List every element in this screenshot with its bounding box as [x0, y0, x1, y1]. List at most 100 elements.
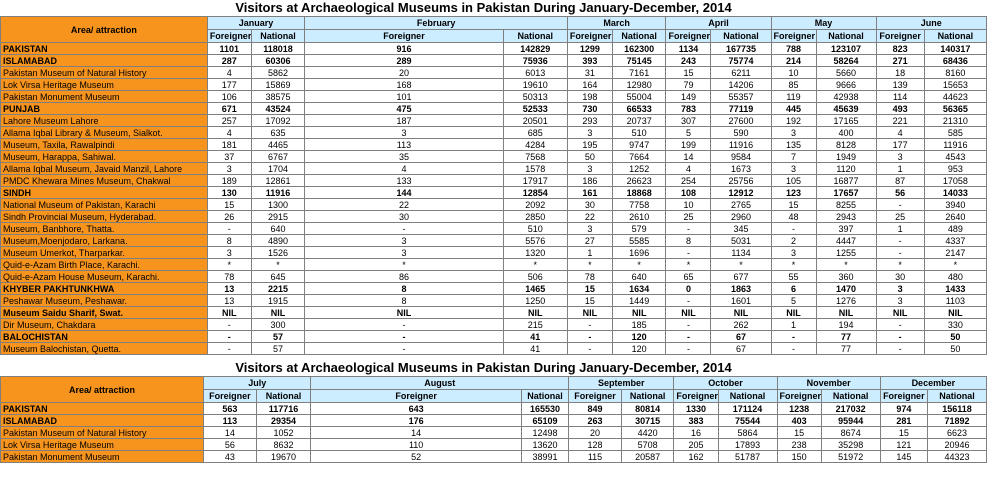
- national-value-cell: 1433: [923, 282, 987, 295]
- foreigner-value-cell: 1101: [206, 42, 252, 55]
- national-value-cell: 27600: [710, 114, 772, 127]
- national-value-cell: 1673: [710, 162, 772, 175]
- foreigner-value-cell: 4: [206, 66, 252, 79]
- foreigner-value-cell: -: [665, 330, 712, 343]
- table-row: Museum, Taxila, Rawalpindi 181 4465 113 4284…: [0, 138, 987, 151]
- foreigner-value-cell: -: [304, 342, 504, 355]
- foreigner-value-cell: 133: [304, 174, 504, 187]
- foreigner-value-cell: 25: [665, 210, 712, 223]
- national-value-cell: NIL: [611, 306, 667, 319]
- month-header: May: [770, 16, 877, 30]
- national-value-cell: 20737: [611, 114, 667, 127]
- national-value-cell: *: [502, 258, 568, 271]
- month-header: November: [776, 376, 881, 390]
- national-value-cell: 1255: [815, 246, 877, 259]
- national-value-cell: 2943: [815, 210, 877, 223]
- foreigner-value-cell: 8: [304, 294, 504, 307]
- foreigner-value-cell: 13: [206, 294, 252, 307]
- foreigner-value-cell: 110: [310, 438, 522, 451]
- foreigner-value-cell: 52: [310, 450, 522, 463]
- national-value-cell: 585: [923, 126, 987, 139]
- foreigner-value-cell: 113: [203, 414, 257, 427]
- foreigner-value-cell: 78: [566, 270, 613, 283]
- area-name-cell: Quid-e-Azam Birth Place, Karachi.: [0, 258, 208, 271]
- foreigner-value-cell: 27: [566, 234, 613, 247]
- national-value-cell: 640: [250, 222, 306, 235]
- foreigner-value-cell: 115: [568, 450, 622, 463]
- foreigner-value-cell: *: [304, 258, 504, 271]
- national-value-cell: 7568: [502, 150, 568, 163]
- national-value-cell: 2765: [710, 198, 772, 211]
- foreigner-value-cell: NIL: [304, 306, 504, 319]
- foreigner-value-cell: *: [770, 258, 817, 271]
- foreigner-value-cell: 106: [206, 90, 252, 103]
- foreigner-header: Foreigner: [665, 29, 712, 43]
- foreigner-value-cell: 30: [566, 198, 613, 211]
- foreigner-value-cell: 3: [770, 162, 817, 175]
- foreigner-value-cell: 257: [206, 114, 252, 127]
- national-value-cell: 2610: [611, 210, 667, 223]
- national-value-cell: 77: [815, 342, 877, 355]
- foreigner-value-cell: 15: [566, 282, 613, 295]
- foreigner-value-cell: 30: [875, 270, 925, 283]
- foreigner-value-cell: 974: [879, 402, 929, 415]
- foreigner-value-cell: -: [304, 330, 504, 343]
- national-value-cell: 5031: [710, 234, 772, 247]
- area-name-cell: Pakistan Monument Museum: [0, 450, 205, 463]
- area-name-cell: Museum Balochistan, Quetta.: [0, 342, 208, 355]
- table-row: Museum,Moenjodaro, Larkana. 8 4890 3 5576 27 5…: [0, 234, 987, 247]
- area-name-cell: PUNJAB: [0, 102, 208, 115]
- foreigner-value-cell: 783: [665, 102, 712, 115]
- foreigner-value-cell: 3: [875, 150, 925, 163]
- national-value-cell: 1300: [250, 198, 306, 211]
- national-value-cell: 2092: [502, 198, 568, 211]
- foreigner-value-cell: -: [206, 318, 252, 331]
- national-value-cell: 120: [611, 330, 667, 343]
- foreigner-value-cell: 50: [566, 150, 613, 163]
- foreigner-header: Foreigner: [673, 389, 719, 403]
- month-header: April: [665, 16, 772, 30]
- foreigner-value-cell: 393: [566, 54, 613, 67]
- foreigner-value-cell: 254: [665, 174, 712, 187]
- national-value-cell: 9584: [710, 150, 772, 163]
- table-row: Dir Museum, Chakdara -300-215-185-262 1 194…: [0, 318, 987, 331]
- table-row: Pakistan Monument Museum 106 38575 101 50313…: [0, 90, 987, 103]
- national-value-cell: 4420: [620, 426, 675, 439]
- area-name-cell: Pakistan Museum of Natural History: [0, 426, 205, 439]
- national-value-cell: 26623: [611, 174, 667, 187]
- national-value-cell: 6013: [502, 66, 568, 79]
- foreigner-value-cell: 281: [879, 414, 929, 427]
- foreigner-value-cell: 130: [206, 186, 252, 199]
- foreigner-value-cell: 3: [304, 126, 504, 139]
- national-value-cell: 217032: [820, 402, 881, 415]
- national-value-cell: 5862: [250, 66, 306, 79]
- table-row: Museum, Harappa, Sahiwal. 37 6767 35 7568 50 7…: [0, 150, 987, 163]
- national-value-cell: 25756: [710, 174, 772, 187]
- national-value-cell: 17092: [250, 114, 306, 127]
- table-row: PUNJAB 671 43524 475 52533 730 66533 783 77119 44…: [0, 102, 987, 115]
- foreigner-value-cell: 85: [770, 78, 817, 91]
- national-value-cell: 3940: [923, 198, 987, 211]
- foreigner-value-cell: 22: [566, 210, 613, 223]
- month-header: December: [879, 376, 987, 390]
- national-header: National: [520, 389, 570, 403]
- national-value-cell: 640: [611, 270, 667, 283]
- national-value-cell: 55004: [611, 90, 667, 103]
- month-header: February: [304, 16, 568, 30]
- table-row: Museum Balochistan, Quetta. -57-41-120-67…: [0, 342, 987, 355]
- foreigner-value-cell: -: [206, 342, 252, 355]
- area-name-cell: SINDH: [0, 186, 208, 199]
- national-value-cell: 12498: [520, 426, 570, 439]
- foreigner-value-cell: 2: [770, 234, 817, 247]
- foreigner-value-cell: 86: [304, 270, 504, 283]
- national-value-cell: 1465: [502, 282, 568, 295]
- national-header: National: [502, 29, 568, 43]
- national-value-cell: 510: [502, 222, 568, 235]
- national-header: National: [923, 29, 987, 43]
- area-name-cell: Museum, Banbhore, Thatta.: [0, 222, 208, 235]
- national-value-cell: 8632: [255, 438, 312, 451]
- national-value-cell: 29354: [255, 414, 312, 427]
- national-value-cell: 13620: [520, 438, 570, 451]
- national-value-cell: 7161: [611, 66, 667, 79]
- month-header: October: [673, 376, 778, 390]
